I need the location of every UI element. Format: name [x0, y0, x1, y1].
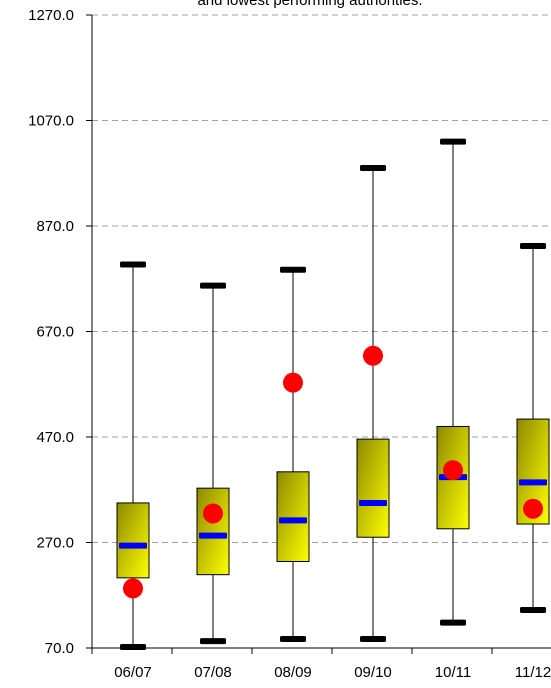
- min-cap: [520, 607, 546, 614]
- min-cap: [120, 643, 146, 650]
- x-tick-label: 06/07: [114, 664, 152, 681]
- x-tick-label: 10/11: [435, 664, 471, 681]
- marker-point: [523, 498, 543, 519]
- y-tick-label: 470.0: [36, 429, 74, 446]
- min-cap: [360, 636, 386, 643]
- max-cap: [280, 266, 306, 273]
- max-cap: [520, 243, 546, 250]
- max-cap: [360, 164, 386, 171]
- x-tick-label: 08/09: [274, 664, 312, 681]
- median-bar: [359, 499, 387, 506]
- marker-point: [123, 578, 143, 599]
- x-tick-label: 11/12: [515, 664, 551, 681]
- marker-point: [443, 460, 463, 481]
- chart-title: and lowest performing authorities.: [197, 0, 422, 9]
- min-cap: [440, 619, 466, 626]
- iqr-box: [196, 487, 230, 576]
- box-06-07: [116, 261, 150, 650]
- iqr-box: [356, 438, 390, 538]
- y-tick-label: 670.0: [36, 324, 74, 341]
- max-cap: [120, 261, 146, 268]
- gridlines: [92, 14, 551, 543]
- box-07-08: [196, 282, 230, 645]
- boxes: [116, 138, 550, 650]
- median-bar: [279, 517, 307, 524]
- marker-point: [203, 503, 223, 524]
- iqr-box: [116, 502, 150, 579]
- median-bar: [519, 479, 547, 486]
- y-tick-label: 1270.0: [28, 7, 74, 24]
- x-tick-label: 09/10: [354, 664, 392, 681]
- min-cap: [200, 638, 226, 645]
- tick-labels: 70.0 270.0 470.0 670.0 870.0 1070.0 1270.0 06/0…: [28, 7, 551, 681]
- axes: [86, 14, 551, 654]
- y-tick-label: 70.0: [45, 640, 74, 657]
- median-bar: [199, 532, 227, 539]
- box-10-11: [436, 138, 470, 626]
- min-cap: [280, 636, 306, 643]
- x-tick-label: 07/08: [194, 664, 232, 681]
- max-cap: [440, 138, 466, 145]
- y-tick-label: 270.0: [36, 535, 74, 552]
- iqr-box: [276, 471, 310, 562]
- box-08-09: [276, 266, 310, 643]
- max-cap: [200, 282, 226, 289]
- marker-point: [283, 372, 303, 393]
- median-bar: [119, 542, 147, 549]
- y-tick-label: 1070.0: [28, 113, 74, 130]
- marker-point: [363, 345, 383, 366]
- y-tick-label: 870.0: [36, 218, 74, 235]
- box-09-10: [356, 164, 390, 643]
- box-11-12: [516, 243, 550, 614]
